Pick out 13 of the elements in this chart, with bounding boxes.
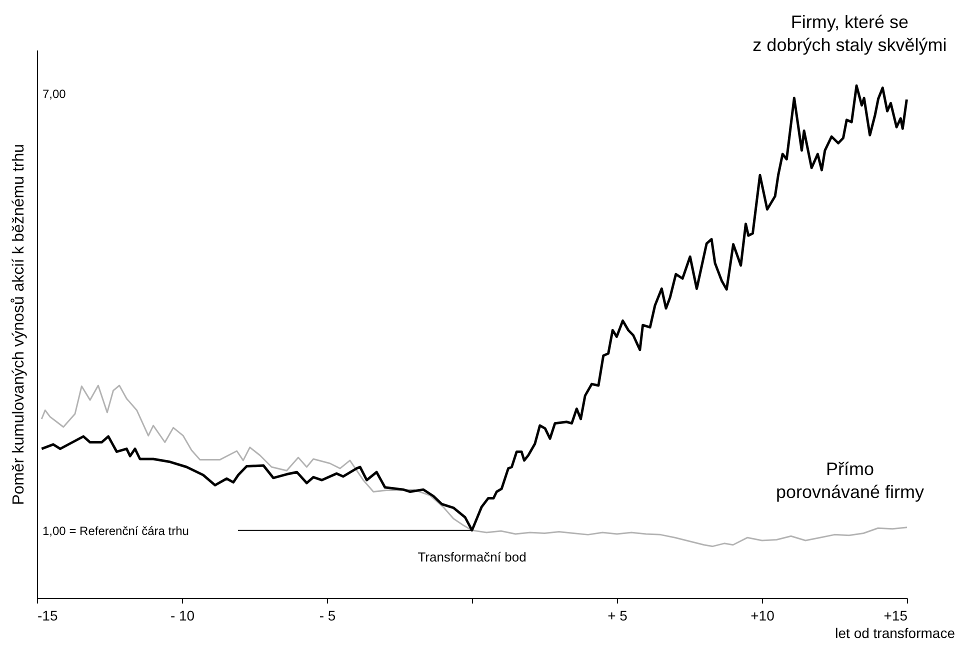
- x-tick-label: -15: [38, 608, 58, 624]
- x-axis-title: let od transformace: [835, 625, 956, 641]
- x-tick-label: - 5: [319, 608, 336, 624]
- text: Firmy, které se z dobrých staly skvělými: [752, 12, 947, 55]
- x-tick-label: +15: [884, 608, 908, 624]
- y-axis-title: Poměr kumulovaných výnosů akcií k běžnému trhu: [10, 144, 28, 506]
- x-tick-label: + 5: [608, 608, 628, 624]
- x-tick-label: +10: [750, 608, 775, 624]
- y-tick-label: 7,00: [42, 87, 66, 102]
- series-label: Přímo porovnávané firmy: [776, 459, 924, 502]
- annotation: Transformační bod: [418, 549, 526, 564]
- x-tick-label: - 10: [170, 608, 195, 624]
- y-tick-label: 1,00 = Referenční čára trhu: [42, 524, 189, 538]
